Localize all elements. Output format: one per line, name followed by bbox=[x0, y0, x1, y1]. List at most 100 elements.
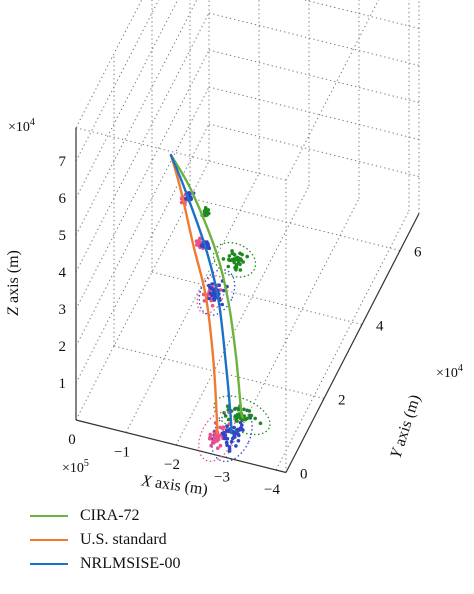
cira-scatter-point bbox=[239, 258, 244, 262]
trajectory-lines bbox=[169, 153, 244, 435]
cira-scatter-point bbox=[234, 267, 238, 272]
nrl-scatter-point bbox=[223, 433, 228, 438]
y-axis-line bbox=[285, 213, 420, 473]
cira-scatter-point bbox=[233, 415, 237, 419]
cira-scatter-point bbox=[234, 419, 238, 423]
nrl-scatter-point bbox=[225, 424, 229, 429]
nrl-scatter-point bbox=[210, 293, 214, 298]
x-tick-label: −1 bbox=[114, 445, 130, 461]
grid-line bbox=[151, 271, 363, 325]
cira-scatter-point bbox=[238, 268, 243, 272]
cira-scatter-point bbox=[245, 254, 249, 259]
legend-item-us-standard: U.S. standard bbox=[30, 528, 290, 552]
y-tick-label: 2 bbox=[338, 393, 346, 409]
nrl-scatter-point bbox=[183, 197, 188, 201]
nrl-scatter-point bbox=[211, 287, 215, 292]
nrl-scatter-point bbox=[220, 302, 224, 307]
x-tick-label: 0 bbox=[68, 432, 76, 448]
nrl-scatter-point bbox=[227, 445, 232, 449]
legend-swatch-nrlmsise bbox=[30, 563, 68, 565]
cira-scatter-point bbox=[235, 255, 240, 260]
z-tick-label: 6 bbox=[59, 191, 67, 207]
us-scatter-point bbox=[218, 288, 223, 292]
grid-line bbox=[75, 86, 210, 347]
nrl-dispersion-ellipse bbox=[211, 407, 253, 463]
nrl-scatter-point bbox=[213, 296, 218, 300]
z-tick-label: 3 bbox=[59, 302, 67, 318]
cira-scatter-point bbox=[232, 253, 237, 257]
y-tick-label: 0 bbox=[300, 467, 308, 483]
grid-line bbox=[75, 0, 198, 236]
y-tick-label: 6 bbox=[414, 245, 422, 261]
nrl-scatter-point bbox=[213, 293, 217, 297]
nrl-scatter-point bbox=[239, 426, 244, 431]
us-scatter-point bbox=[218, 443, 223, 448]
nrl-scatter-point bbox=[232, 425, 236, 430]
cira-dispersion-ellipse bbox=[213, 395, 271, 436]
nrl-scatter-point bbox=[227, 449, 232, 453]
y-axis-exponent: ×104 bbox=[436, 363, 463, 381]
grid-line bbox=[275, 210, 410, 471]
grid-line bbox=[75, 12, 210, 273]
nrl-scatter-point bbox=[234, 444, 238, 448]
cira-scatter-point bbox=[253, 416, 257, 421]
z-axis-label: Z axis (m) bbox=[5, 250, 22, 316]
z-axis-exponent: ×104 bbox=[8, 117, 35, 135]
nrl-scatter-point bbox=[187, 192, 192, 197]
grid-line bbox=[75, 160, 210, 421]
box-edge bbox=[285, 0, 380, 181]
nrl-scatter-point bbox=[217, 283, 221, 288]
grid-line bbox=[208, 49, 420, 103]
cira-scatter-point bbox=[221, 257, 226, 261]
grid-line bbox=[302, 0, 420, 29]
nrl-scatter-point bbox=[225, 436, 230, 441]
us-scatter-point bbox=[195, 240, 200, 244]
nrl-scatter-point bbox=[222, 430, 226, 435]
legend-swatch-cira72 bbox=[30, 515, 68, 517]
x-axis-exponent: ×105 bbox=[62, 458, 89, 476]
z-tick-label: 1 bbox=[59, 376, 67, 392]
z-tick-label: 2 bbox=[59, 339, 67, 355]
grid-line bbox=[208, 123, 420, 177]
nrl-scatter-point bbox=[238, 420, 243, 425]
us-scatter-point bbox=[221, 427, 225, 431]
legend-label-us-standard: U.S. standard bbox=[80, 531, 167, 548]
z-tick-label: 5 bbox=[59, 228, 67, 244]
cira-scatter-point bbox=[238, 262, 242, 267]
nrl-scatter-point bbox=[232, 435, 236, 439]
cira-scatter-point bbox=[232, 260, 236, 265]
us-dispersion-ellipse bbox=[198, 411, 236, 462]
nrl-trajectory-line bbox=[169, 153, 233, 435]
us-scatter-point bbox=[218, 425, 223, 430]
grid-line bbox=[75, 0, 179, 199]
box-edge bbox=[75, 127, 287, 181]
nrl-scatter-point bbox=[222, 436, 227, 441]
grid-line bbox=[113, 345, 325, 399]
legend: CIRA-72 U.S. standard NRLMSISE-00 bbox=[30, 504, 290, 576]
us-trajectory-line bbox=[169, 153, 219, 435]
nrl-scatter-point bbox=[210, 282, 214, 286]
nrl-scatter-point bbox=[236, 439, 241, 443]
nrl-scatter-point bbox=[205, 240, 209, 244]
x-tick-label: −2 bbox=[164, 457, 180, 473]
grid-line bbox=[208, 12, 420, 66]
nrl-dispersion-ellipse bbox=[198, 269, 236, 316]
x-axis-line bbox=[75, 419, 287, 474]
us-dispersion-ellipse bbox=[196, 275, 226, 315]
legend-swatch-us-standard bbox=[30, 539, 68, 541]
grid-line bbox=[208, 86, 420, 140]
cira-scatter-point bbox=[226, 264, 231, 269]
x-tick-label: −3 bbox=[214, 470, 230, 486]
grid-lines bbox=[75, 0, 420, 473]
legend-label-nrlmsise: NRLMSISE-00 bbox=[80, 555, 181, 572]
cira-scatter-point bbox=[240, 252, 244, 257]
legend-item-cira72: CIRA-72 bbox=[30, 504, 290, 528]
y-tick-label: 4 bbox=[376, 319, 384, 335]
legend-label-cira72: CIRA-72 bbox=[80, 507, 140, 524]
nrl-scatter-point bbox=[233, 431, 238, 436]
grid-line bbox=[75, 123, 210, 384]
z-tick-label: 4 bbox=[59, 265, 67, 281]
grid-line bbox=[189, 197, 401, 251]
grid-line bbox=[125, 173, 260, 433]
